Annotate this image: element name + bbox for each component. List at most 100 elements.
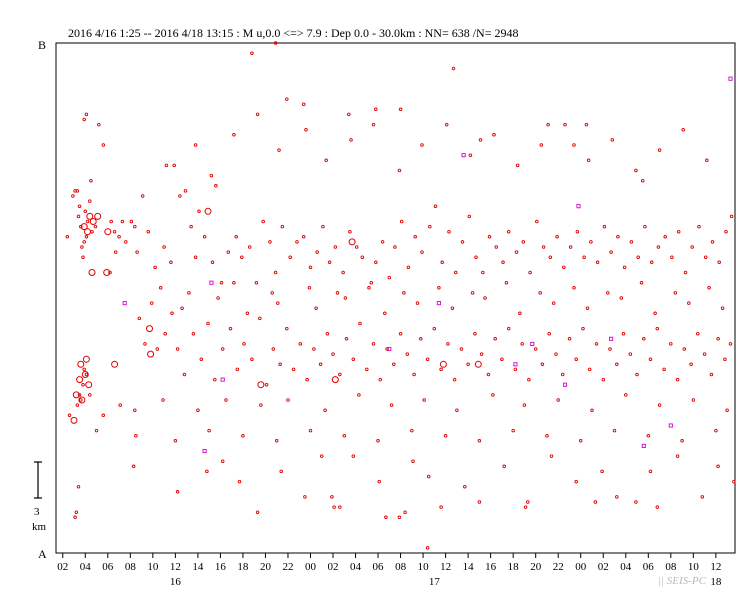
watermark: || SEIS-PC: [658, 575, 706, 587]
event-point: [568, 245, 573, 249]
event-point: [397, 515, 402, 520]
x-tick-label: 18: [237, 561, 249, 573]
event-point: [615, 362, 619, 367]
event-point: [183, 189, 188, 193]
event-point: [702, 352, 707, 356]
event-point: [595, 260, 600, 265]
event-point: [304, 127, 308, 132]
event-point: [134, 433, 138, 438]
event-point: [74, 510, 79, 514]
event-point: [224, 398, 228, 402]
event-point: [163, 331, 167, 336]
event-point: [264, 382, 269, 387]
plot-frame: [55, 42, 736, 554]
event-point: [612, 428, 617, 433]
event-point: [656, 245, 661, 249]
event-point: [523, 505, 528, 509]
event-point: [551, 301, 556, 305]
event-point: [413, 235, 417, 239]
event-point-large: [204, 207, 212, 215]
event-point: [189, 224, 193, 229]
event-point: [648, 357, 653, 361]
event-point: [205, 469, 209, 474]
event-point-highlight: [530, 341, 535, 346]
scale-bar: 3 km: [32, 461, 47, 533]
event-point: [541, 245, 546, 249]
event-point: [556, 398, 560, 402]
event-point: [84, 235, 89, 239]
x-tick-label: 08: [125, 561, 137, 573]
y-label-top: B: [38, 38, 46, 52]
x-tick-label: 14: [192, 561, 204, 573]
event-point: [234, 235, 238, 239]
event-point: [365, 367, 369, 372]
event-point: [642, 337, 646, 341]
event-point: [474, 255, 478, 259]
x-tick-label: 14: [463, 561, 475, 573]
event-point: [506, 326, 511, 331]
event-point: [639, 280, 644, 285]
event-point: [422, 398, 426, 402]
event-point: [494, 245, 499, 249]
event-point: [547, 331, 551, 336]
event-point: [371, 342, 376, 346]
event-point: [240, 255, 244, 259]
event-point: [466, 362, 470, 367]
event-point: [406, 265, 411, 270]
event-point: [634, 500, 638, 504]
event-point: [453, 270, 458, 275]
event-point: [312, 347, 316, 351]
event-point: [594, 342, 599, 346]
event-point: [354, 245, 359, 249]
event-point: [219, 280, 224, 285]
event-point: [88, 393, 92, 397]
x-tick-label: 02: [598, 561, 609, 573]
event-point: [331, 352, 335, 356]
event-point: [82, 117, 86, 122]
event-point: [477, 500, 482, 504]
event-point: [459, 347, 464, 351]
event-point: [247, 245, 252, 249]
date-label: 17: [429, 576, 441, 588]
event-point: [75, 403, 80, 407]
event-point: [270, 291, 274, 295]
event-point: [399, 219, 404, 224]
event-point: [700, 495, 705, 499]
event-point-large: [84, 228, 91, 236]
event-point: [182, 372, 187, 377]
event-point: [628, 352, 633, 356]
x-tick-label: 02: [57, 561, 68, 573]
event-point: [683, 270, 688, 275]
event-point: [158, 286, 163, 290]
event-point: [477, 439, 482, 443]
event-point-large: [94, 212, 102, 220]
event-point: [716, 464, 720, 469]
event-point: [681, 127, 685, 132]
event-point: [384, 515, 388, 520]
event-point: [515, 163, 520, 168]
event-point: [609, 250, 613, 254]
event-point: [636, 255, 640, 259]
event-point: [324, 158, 328, 163]
x-tick-label: 10: [147, 561, 159, 573]
event-point: [88, 199, 92, 203]
event-point: [492, 133, 496, 137]
event-point: [237, 479, 242, 484]
event-point: [180, 306, 184, 310]
event-point: [443, 433, 448, 438]
event-point: [662, 367, 666, 372]
event-point: [273, 270, 278, 275]
event-point: [585, 306, 590, 310]
event-point: [202, 235, 207, 239]
event-point: [301, 235, 306, 239]
event-point: [710, 240, 715, 244]
event-point: [602, 224, 607, 229]
event-point: [187, 291, 191, 295]
event-point: [657, 148, 662, 152]
event-point: [315, 250, 319, 254]
event-point: [65, 235, 70, 239]
event-point-large: [86, 212, 94, 220]
event-point: [76, 484, 81, 489]
event-point: [273, 41, 278, 45]
event-point-highlight: [513, 362, 518, 367]
